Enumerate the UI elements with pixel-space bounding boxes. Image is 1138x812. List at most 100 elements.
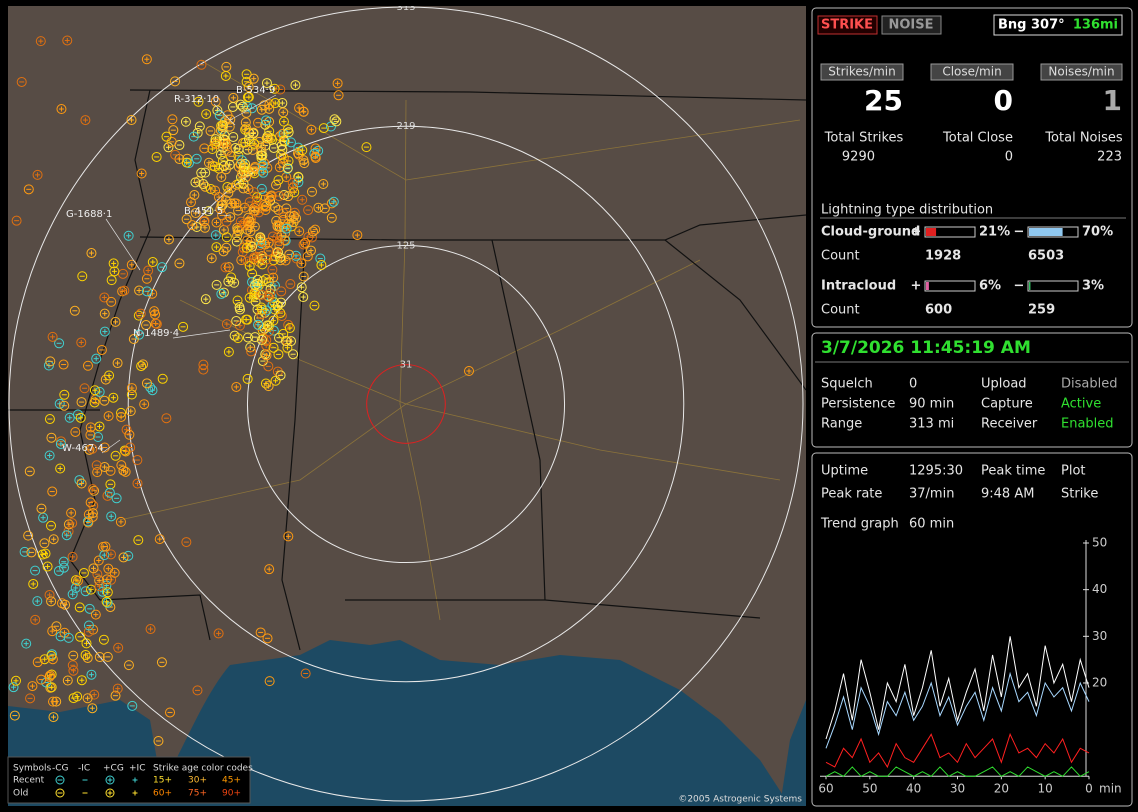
strike-ring (53, 566, 64, 577)
strike-symbol (261, 254, 272, 265)
strike-symbol (210, 134, 221, 145)
strike-ring (284, 323, 295, 334)
strike-symbol (244, 216, 255, 227)
strike-symbol (30, 614, 41, 625)
strike-symbol (48, 696, 59, 707)
strike-ring (255, 142, 266, 153)
strike-ring (221, 232, 232, 243)
strike-symbol (68, 650, 79, 661)
strike-symbol (10, 675, 21, 686)
strike-symbol (75, 412, 86, 423)
strike-ring (118, 552, 129, 563)
strike-symbol (62, 675, 73, 686)
rate-button-label[interactable]: Noises/min (1048, 65, 1114, 79)
sign: + (911, 225, 922, 240)
strike-symbol (275, 252, 286, 263)
rate-button[interactable] (1040, 63, 1123, 81)
strike-symbol (134, 285, 145, 296)
setting-value: 0 (909, 377, 917, 392)
strike-symbol (102, 597, 113, 608)
strike-ring (234, 302, 245, 313)
strike-ring (275, 308, 286, 319)
x-tick-label: 10 (1038, 782, 1053, 796)
strike-symbol (99, 326, 110, 337)
noise-button-frame[interactable] (881, 15, 942, 35)
strike-symbol (27, 681, 38, 692)
strike-symbol (87, 511, 98, 522)
strike-ring (56, 104, 67, 115)
strike-ring (262, 633, 273, 644)
strike-ring (252, 274, 263, 285)
strike-ring (196, 59, 207, 70)
strike-ring (306, 186, 317, 197)
rate-button-label[interactable]: Strikes/min (828, 65, 895, 79)
storm-leader (213, 103, 236, 126)
strike-ring (59, 400, 70, 411)
rate-button[interactable] (930, 63, 1014, 81)
strike-symbol (48, 534, 59, 545)
strike-ring (203, 157, 214, 168)
strike-symbol (248, 73, 259, 84)
setting-value: Active (1061, 397, 1101, 412)
strike-symbol (281, 223, 292, 234)
strike-ring (74, 475, 85, 486)
strike-ring (296, 282, 307, 293)
strike-ring (268, 255, 279, 266)
strike-ring (110, 690, 121, 701)
strike-ring (291, 213, 302, 224)
strike-ring (464, 366, 474, 376)
strike-ring (257, 160, 268, 171)
strike-ring (293, 177, 304, 188)
strike-ring (67, 551, 78, 562)
bar-fill (1029, 228, 1063, 236)
strike-symbol (298, 106, 309, 117)
strike-ring (96, 344, 107, 355)
bar-track (924, 226, 976, 238)
strike-button-frame[interactable] (817, 15, 878, 35)
x-tick-label: 0 (1085, 782, 1093, 796)
strike-ring (86, 248, 97, 259)
strike-symbol (235, 159, 246, 170)
strike-ring (28, 578, 39, 589)
strike-ring (133, 535, 144, 546)
strike-symbol (76, 337, 87, 348)
strike-symbol (132, 455, 143, 466)
strike-ring (46, 596, 57, 607)
strike-symbol (90, 609, 101, 620)
strike-ring (101, 574, 112, 585)
strike-ring (10, 675, 21, 686)
strike-ring (218, 287, 229, 298)
strike-ring (285, 137, 296, 148)
strike-ring (300, 668, 311, 679)
strike-ring (310, 152, 321, 163)
bar-fill (1029, 282, 1031, 290)
strike-symbol (201, 109, 212, 120)
strike-symbol (241, 314, 252, 325)
strike-ring (39, 654, 50, 665)
strike-symbol (248, 128, 259, 139)
strike-ring (257, 253, 268, 264)
strike-ring (191, 153, 202, 164)
strike-button[interactable]: STRIKE (821, 18, 873, 33)
strike-ring (326, 198, 337, 209)
storm-label: R-312·10 (174, 94, 219, 105)
stat: Uptime (821, 464, 868, 479)
strike-symbol (291, 253, 302, 264)
noise-button[interactable]: NOISE (888, 18, 933, 33)
strike-symbol (174, 258, 185, 269)
strike-symbol (274, 191, 285, 202)
state-borders (8, 89, 806, 651)
strike-ring (147, 257, 158, 268)
strike-ring (238, 178, 249, 189)
strike-ring (310, 224, 321, 235)
strike-ring (170, 149, 181, 160)
strike-ring (331, 116, 342, 127)
rate-button-label[interactable]: Close/min (942, 65, 1001, 79)
setting-label: Persistence (821, 397, 895, 412)
strike-symbol (104, 487, 115, 498)
strike-ring (261, 350, 272, 361)
strike-symbol (94, 652, 105, 663)
strike-symbol (116, 411, 127, 422)
rate-button[interactable] (820, 63, 904, 81)
strike-symbol (141, 378, 152, 389)
